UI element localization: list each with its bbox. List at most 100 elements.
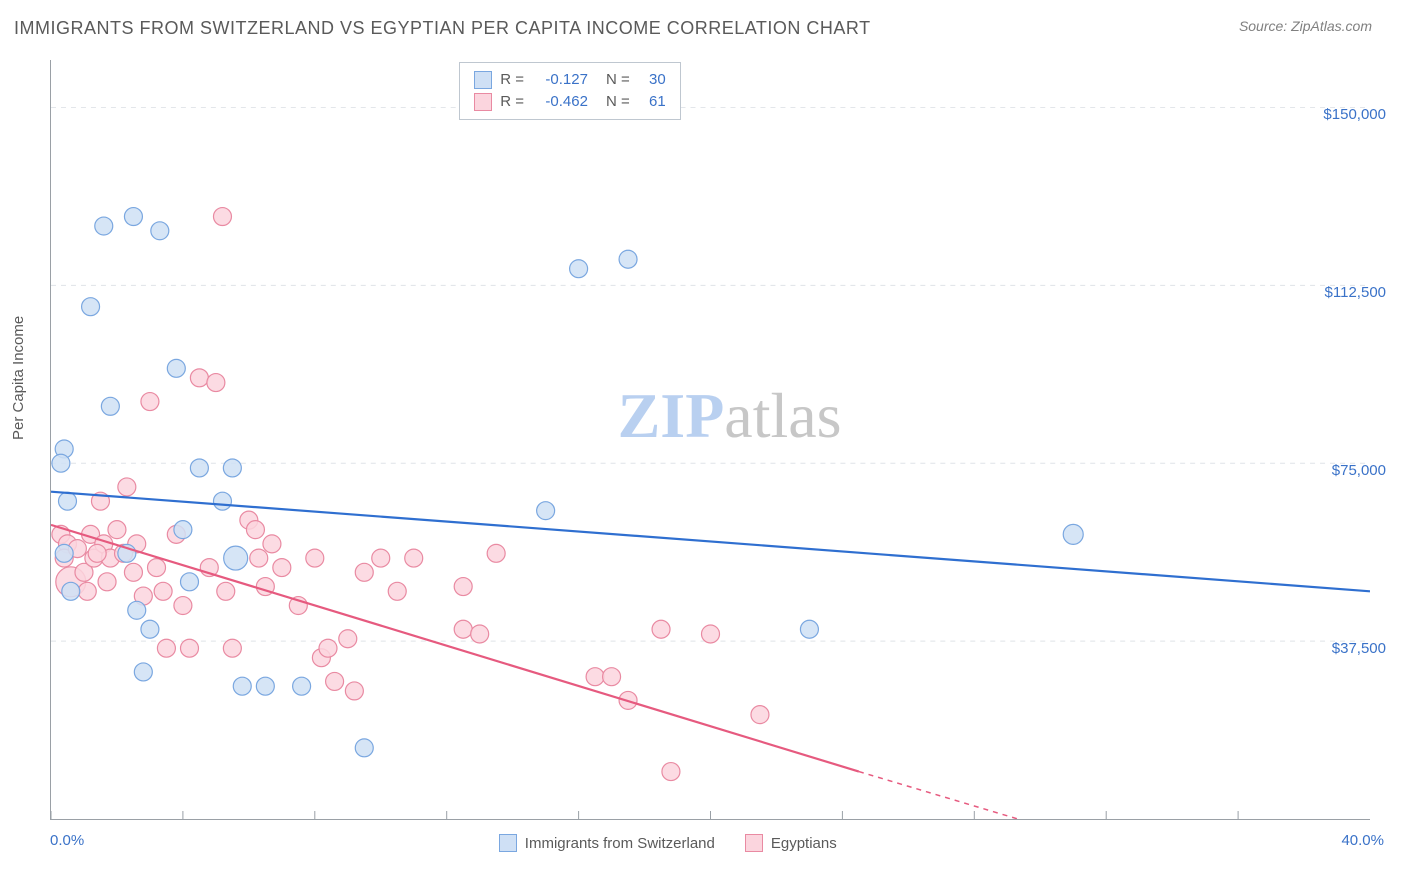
data-point bbox=[233, 677, 251, 695]
data-point bbox=[62, 582, 80, 600]
data-point bbox=[154, 582, 172, 600]
data-point bbox=[326, 672, 344, 690]
legend-row: R = -0.462 N = 61 bbox=[474, 91, 666, 113]
data-point bbox=[88, 544, 106, 562]
data-point bbox=[293, 677, 311, 695]
legend-n-value: 30 bbox=[638, 69, 666, 91]
legend-item: Immigrants from Switzerland bbox=[499, 834, 715, 852]
source-attribution: Source: ZipAtlas.com bbox=[1239, 18, 1372, 34]
data-point bbox=[246, 521, 264, 539]
data-point bbox=[273, 559, 291, 577]
data-point bbox=[619, 250, 637, 268]
data-point bbox=[108, 521, 126, 539]
data-point bbox=[702, 625, 720, 643]
data-point bbox=[190, 459, 208, 477]
legend-n-value: 61 bbox=[638, 91, 666, 113]
data-point bbox=[141, 620, 159, 638]
data-point bbox=[1063, 524, 1083, 544]
series-legend: Immigrants from Switzerland Egyptians bbox=[499, 834, 837, 852]
data-point bbox=[471, 625, 489, 643]
legend-row: R = -0.127 N = 30 bbox=[474, 69, 666, 91]
data-point bbox=[174, 521, 192, 539]
data-point bbox=[319, 639, 337, 657]
data-point bbox=[223, 639, 241, 657]
legend-r-label: R = bbox=[500, 91, 524, 113]
scatter-plot bbox=[50, 60, 1370, 820]
legend-r-value: -0.462 bbox=[532, 91, 588, 113]
trend-line-dashed bbox=[859, 772, 1018, 819]
legend-swatch bbox=[745, 834, 763, 852]
data-point bbox=[167, 359, 185, 377]
data-point bbox=[537, 502, 555, 520]
y-tick-label: $75,000 bbox=[1332, 462, 1386, 479]
x-axis-min-label: 0.0% bbox=[50, 832, 84, 849]
data-point bbox=[118, 478, 136, 496]
data-point bbox=[141, 393, 159, 411]
chart-container: IMMIGRANTS FROM SWITZERLAND VS EGYPTIAN … bbox=[0, 0, 1406, 892]
correlation-legend: R = -0.127 N = 30 R = -0.462 N = 61 bbox=[459, 62, 681, 120]
data-point bbox=[306, 549, 324, 567]
legend-item: Egyptians bbox=[745, 834, 837, 852]
chart-title: IMMIGRANTS FROM SWITZERLAND VS EGYPTIAN … bbox=[14, 18, 871, 39]
data-point bbox=[157, 639, 175, 657]
y-tick-label: $112,500 bbox=[1325, 284, 1386, 301]
data-point bbox=[95, 217, 113, 235]
data-point bbox=[181, 639, 199, 657]
data-point bbox=[355, 739, 373, 757]
legend-swatch bbox=[474, 71, 492, 89]
data-point bbox=[78, 582, 96, 600]
data-point bbox=[800, 620, 818, 638]
data-point bbox=[355, 563, 373, 581]
data-point bbox=[101, 397, 119, 415]
data-point bbox=[55, 544, 73, 562]
data-point bbox=[250, 549, 268, 567]
data-point bbox=[372, 549, 390, 567]
data-point bbox=[124, 563, 142, 581]
data-point bbox=[128, 601, 146, 619]
legend-r-label: R = bbox=[500, 69, 524, 91]
data-point bbox=[148, 559, 166, 577]
data-point bbox=[454, 578, 472, 596]
legend-item-label: Immigrants from Switzerland bbox=[525, 835, 715, 852]
data-point bbox=[586, 668, 604, 686]
data-point bbox=[405, 549, 423, 567]
data-point bbox=[652, 620, 670, 638]
legend-swatch bbox=[499, 834, 517, 852]
data-point bbox=[82, 298, 100, 316]
data-point bbox=[52, 454, 70, 472]
data-point bbox=[487, 544, 505, 562]
data-point bbox=[151, 222, 169, 240]
data-point bbox=[174, 597, 192, 615]
legend-n-label: N = bbox=[606, 91, 630, 113]
data-point bbox=[263, 535, 281, 553]
legend-item-label: Egyptians bbox=[771, 835, 837, 852]
y-tick-label: $150,000 bbox=[1323, 106, 1386, 123]
data-point bbox=[345, 682, 363, 700]
data-point bbox=[570, 260, 588, 278]
data-point bbox=[98, 573, 116, 591]
data-point bbox=[339, 630, 357, 648]
legend-swatch bbox=[474, 93, 492, 111]
data-point bbox=[662, 763, 680, 781]
data-point bbox=[217, 582, 235, 600]
data-point bbox=[213, 492, 231, 510]
x-axis-max-label: 40.0% bbox=[1341, 832, 1384, 849]
data-point bbox=[181, 573, 199, 591]
trend-line bbox=[51, 492, 1370, 592]
data-point bbox=[224, 546, 248, 570]
data-point bbox=[603, 668, 621, 686]
data-point bbox=[751, 706, 769, 724]
data-point bbox=[134, 663, 152, 681]
y-tick-label: $37,500 bbox=[1332, 640, 1386, 657]
data-point bbox=[223, 459, 241, 477]
y-axis-label: Per Capita Income bbox=[10, 316, 27, 440]
data-point bbox=[190, 369, 208, 387]
data-point bbox=[207, 374, 225, 392]
legend-r-value: -0.127 bbox=[532, 69, 588, 91]
data-point bbox=[58, 492, 76, 510]
data-point bbox=[256, 677, 274, 695]
data-point bbox=[454, 620, 472, 638]
data-point bbox=[124, 208, 142, 226]
data-point bbox=[388, 582, 406, 600]
legend-n-label: N = bbox=[606, 69, 630, 91]
